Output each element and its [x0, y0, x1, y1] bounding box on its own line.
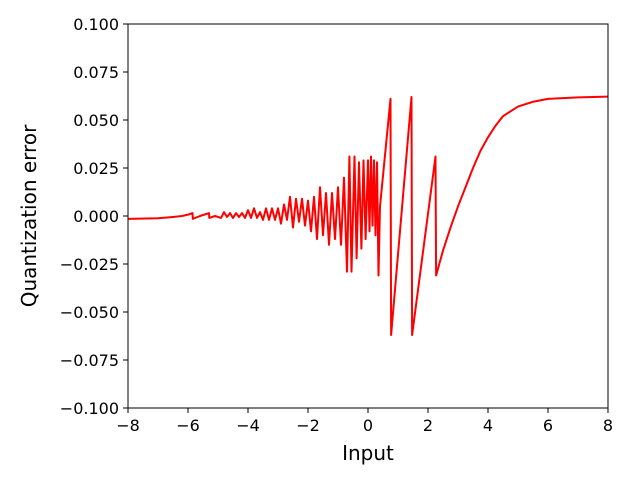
y-tick-label: 0.100 — [73, 15, 119, 34]
x-tick-label: 0 — [363, 416, 373, 435]
y-tick-label: 0.025 — [73, 159, 119, 178]
y-tick-label: −0.050 — [60, 303, 119, 322]
y-tick-label: −0.075 — [60, 351, 119, 370]
y-tick-label: 0.050 — [73, 111, 119, 130]
series-layer — [127, 95, 609, 337]
y-axis-ticks: −0.100 −0.075 −0.050 −0.025 0.000 0.025 0.050 0… — [60, 15, 128, 418]
y-axis-label: Quantization error — [17, 124, 41, 307]
x-tick-label: 4 — [483, 416, 493, 435]
y-tick-label: 0.000 — [73, 207, 119, 226]
y-tick-label: −0.100 — [60, 399, 119, 418]
x-tick-label: −8 — [116, 416, 140, 435]
x-tick-label: −2 — [296, 416, 320, 435]
y-tick-label: −0.025 — [60, 255, 119, 274]
x-axis-label: Input — [342, 441, 394, 465]
x-tick-label: 8 — [603, 416, 613, 435]
x-tick-label: −6 — [176, 416, 200, 435]
x-axis-ticks: −8 −6 −4 −2 0 2 4 6 8 — [116, 408, 613, 435]
quantization-error-line — [127, 95, 609, 337]
x-tick-label: 2 — [423, 416, 433, 435]
plot-area — [128, 24, 608, 408]
y-tick-label: 0.075 — [73, 63, 119, 82]
x-tick-label: 6 — [543, 416, 553, 435]
x-tick-label: −4 — [236, 416, 260, 435]
